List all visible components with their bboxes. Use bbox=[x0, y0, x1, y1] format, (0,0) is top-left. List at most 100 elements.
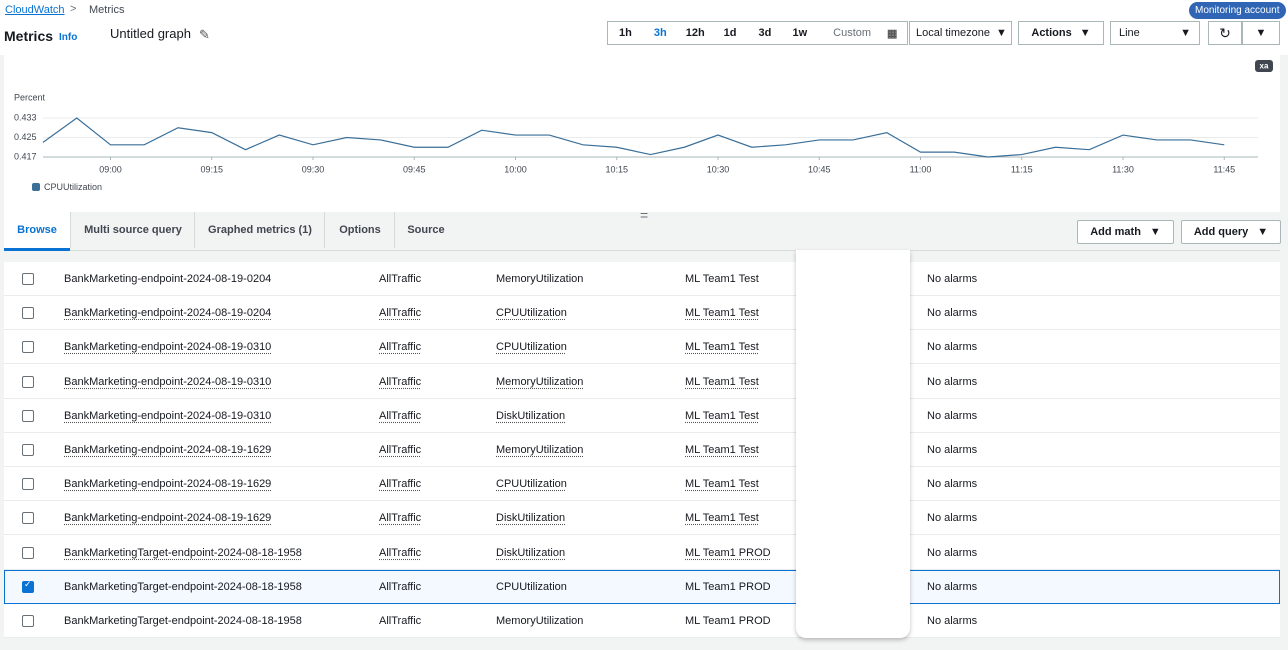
tab[interactable]: Multi source query bbox=[70, 212, 195, 248]
calendar-icon[interactable]: ▦ bbox=[887, 27, 898, 40]
table-cell[interactable]: DiskUtilization bbox=[496, 512, 566, 525]
refresh-options[interactable]: ▼ bbox=[1242, 21, 1280, 45]
time-range-option[interactable]: Custom bbox=[833, 27, 872, 39]
table-cell: MemoryUtilization bbox=[496, 615, 584, 627]
time-range-option[interactable]: 1w bbox=[792, 27, 808, 39]
row-checkbox[interactable] bbox=[22, 444, 34, 456]
row-checkbox[interactable] bbox=[22, 615, 34, 627]
table-cell[interactable]: ML Team1 Test bbox=[685, 444, 759, 456]
x-tick-label: 09:45 bbox=[403, 164, 426, 174]
table-cell[interactable]: AllTraffic bbox=[379, 478, 422, 491]
legend-label: CPUUtilization bbox=[44, 182, 102, 192]
table-cell[interactable]: ML Team1 Test bbox=[685, 341, 759, 354]
graph-name[interactable]: Untitled graph bbox=[110, 26, 191, 41]
table-cell[interactable]: ML Team1 Test bbox=[685, 375, 759, 388]
edit-icon[interactable]: ✎ bbox=[199, 27, 210, 42]
refresh-button[interactable]: ↻ bbox=[1208, 21, 1242, 45]
row-divider bbox=[4, 466, 1280, 467]
table-cell: CPUUtilization bbox=[496, 580, 567, 593]
corner-badge-bg bbox=[1255, 60, 1273, 72]
row-checkbox[interactable] bbox=[22, 375, 34, 388]
tab[interactable]: Options bbox=[324, 212, 395, 248]
row-checkbox[interactable] bbox=[22, 341, 34, 354]
tab[interactable]: Source bbox=[394, 212, 457, 248]
add-query-button[interactable]: Add query ▼ bbox=[1181, 220, 1281, 244]
row-checkbox[interactable] bbox=[22, 307, 34, 320]
table-cell: No alarms bbox=[927, 341, 978, 354]
table-cell[interactable]: AllTraffic bbox=[379, 444, 422, 456]
time-range-option[interactable]: 3h bbox=[653, 27, 667, 39]
x-tick-label: 11:45 bbox=[1213, 164, 1235, 174]
table-cell: No alarms bbox=[927, 546, 978, 559]
check-mark: ✓ bbox=[24, 578, 32, 589]
table-cell[interactable]: MemoryUtilization bbox=[496, 444, 584, 456]
add-math-button[interactable]: Add math ▼ bbox=[1077, 220, 1174, 244]
row-divider bbox=[4, 295, 1280, 296]
table-cell: No alarms bbox=[927, 409, 978, 422]
table-cell[interactable]: DiskUtilization bbox=[496, 409, 566, 422]
row-checkbox[interactable] bbox=[22, 409, 34, 422]
table-cell[interactable]: MemoryUtilization bbox=[496, 375, 584, 388]
row-checkbox[interactable] bbox=[22, 478, 34, 491]
caret: ▼ bbox=[996, 27, 1007, 39]
table-cell: No alarms bbox=[927, 580, 978, 593]
timezone-dropdown[interactable]: Local timezone ▼ bbox=[909, 21, 1012, 45]
actions-dropdown[interactable]: Actions ▼ bbox=[1018, 21, 1104, 45]
table-cell[interactable]: AllTraffic bbox=[379, 341, 422, 354]
dropdown-label: Local timezone bbox=[916, 27, 990, 39]
tab[interactable]: Browse bbox=[4, 212, 70, 251]
time-range-option[interactable]: 1d bbox=[723, 27, 737, 39]
table-cell[interactable]: DiskUtilization bbox=[496, 546, 566, 559]
x-tick-label: 10:15 bbox=[605, 164, 628, 174]
x-tick-label: 09:30 bbox=[302, 164, 325, 174]
table-cell: No alarms bbox=[927, 478, 978, 491]
row-checkbox[interactable] bbox=[22, 512, 34, 525]
breadcrumb-link[interactable]: CloudWatch bbox=[5, 4, 65, 16]
row-checkbox[interactable]: ✓ bbox=[22, 578, 34, 593]
table-cell[interactable]: ML Team1 Test bbox=[685, 409, 759, 422]
table-cell[interactable]: ML Team1 PROD bbox=[685, 546, 771, 559]
table-cell: AllTraffic bbox=[379, 615, 422, 627]
metrics-table: BankMarketing-endpoint-2024-08-19-0204 Al… bbox=[4, 262, 1280, 638]
row-checkbox[interactable] bbox=[22, 546, 34, 559]
time-range-option[interactable]: 3d bbox=[758, 27, 772, 39]
table-cell[interactable]: ML Team1 Test bbox=[685, 307, 759, 320]
time-range-option[interactable]: 1h bbox=[619, 27, 632, 39]
view-dropdown[interactable]: Line ▼ bbox=[1110, 21, 1200, 45]
row-divider bbox=[4, 431, 1280, 433]
table-cell[interactable]: CPUUtilization bbox=[496, 307, 567, 320]
resize-handle[interactable]: = bbox=[640, 207, 649, 223]
table-cell: ML Team1 PROD bbox=[685, 580, 771, 593]
table-cell[interactable]: BankMarketing-endpoint-2024-08-19-1629 bbox=[64, 444, 272, 456]
x-tick-label: 10:00 bbox=[504, 164, 527, 174]
table-cell: ML Team1 PROD bbox=[685, 615, 771, 627]
table-cell[interactable]: CPUUtilization bbox=[496, 478, 567, 491]
table-cell[interactable]: BankMarketing-endpoint-2024-08-19-0204 bbox=[64, 307, 272, 320]
table-cell[interactable]: BankMarketing-endpoint-2024-08-19-0310 bbox=[64, 409, 272, 422]
table-cell[interactable]: AllTraffic bbox=[379, 546, 422, 559]
table-cell[interactable]: AllTraffic bbox=[379, 307, 422, 320]
x-tick-label: 10:45 bbox=[808, 164, 831, 174]
table-cell[interactable]: BankMarketingTarget-endpoint-2024-08-18-… bbox=[64, 546, 302, 559]
table-cell: No alarms bbox=[927, 307, 978, 320]
selected-row bbox=[4, 569, 1280, 604]
table-cell: No alarms bbox=[927, 273, 978, 285]
table-cell[interactable]: CPUUtilization bbox=[496, 341, 567, 354]
table-cell[interactable]: ML Team1 Test bbox=[685, 512, 759, 525]
info-link[interactable]: Info bbox=[59, 32, 78, 43]
row-divider bbox=[4, 329, 1280, 331]
table-cell[interactable]: AllTraffic bbox=[379, 375, 422, 388]
table-cell[interactable]: BankMarketing-endpoint-2024-08-19-1629 bbox=[64, 512, 272, 525]
row-checkbox[interactable] bbox=[22, 273, 34, 285]
table-cell[interactable]: AllTraffic bbox=[379, 409, 422, 422]
table-cell[interactable]: BankMarketing-endpoint-2024-08-19-1629 bbox=[64, 478, 272, 491]
table-cell[interactable]: BankMarketing-endpoint-2024-08-19-0310 bbox=[64, 375, 272, 388]
tab[interactable]: Graphed metrics (1) bbox=[194, 212, 325, 248]
table-cell[interactable]: ML Team1 Test bbox=[685, 478, 759, 491]
caret: ▼ bbox=[1149, 226, 1161, 238]
time-range-option[interactable]: 12h bbox=[685, 27, 705, 39]
table-cell[interactable]: BankMarketing-endpoint-2024-08-19-0310 bbox=[64, 341, 272, 354]
button-label: Add query bbox=[1193, 226, 1249, 238]
table-cell[interactable]: AllTraffic bbox=[379, 512, 422, 525]
table-cell: MemoryUtilization bbox=[496, 273, 584, 285]
